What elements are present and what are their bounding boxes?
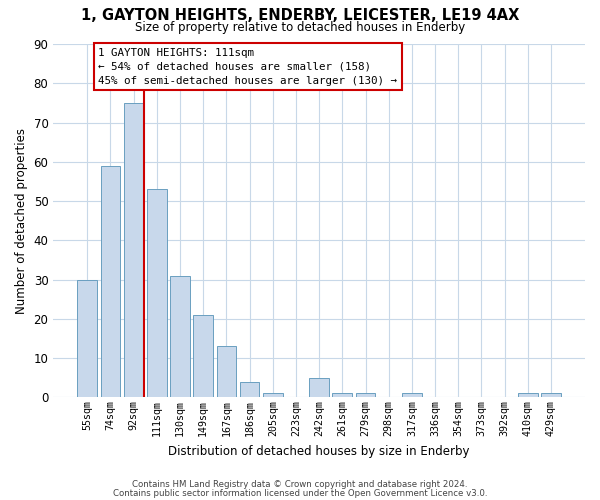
Text: 1, GAYTON HEIGHTS, ENDERBY, LEICESTER, LE19 4AX: 1, GAYTON HEIGHTS, ENDERBY, LEICESTER, L… [81,8,519,22]
Text: Contains public sector information licensed under the Open Government Licence v3: Contains public sector information licen… [113,488,487,498]
Bar [147,190,167,398]
Bar [402,394,422,398]
Y-axis label: Number of detached properties: Number of detached properties [15,128,28,314]
Text: Contains HM Land Registry data © Crown copyright and database right 2024.: Contains HM Land Registry data © Crown c… [132,480,468,489]
Bar [240,382,259,398]
Bar [217,346,236,398]
X-axis label: Distribution of detached houses by size in Enderby: Distribution of detached houses by size … [169,444,470,458]
Text: Size of property relative to detached houses in Enderby: Size of property relative to detached ho… [135,21,465,34]
Bar [101,166,121,398]
Bar [170,276,190,398]
Bar [263,394,283,398]
Bar [332,394,352,398]
Bar [541,394,561,398]
Bar [518,394,538,398]
Bar [356,394,376,398]
Bar [193,315,213,398]
Bar [309,378,329,398]
Bar [124,103,143,398]
Text: 1 GAYTON HEIGHTS: 111sqm
← 54% of detached houses are smaller (158)
45% of semi-: 1 GAYTON HEIGHTS: 111sqm ← 54% of detach… [98,48,397,86]
Bar [77,280,97,398]
